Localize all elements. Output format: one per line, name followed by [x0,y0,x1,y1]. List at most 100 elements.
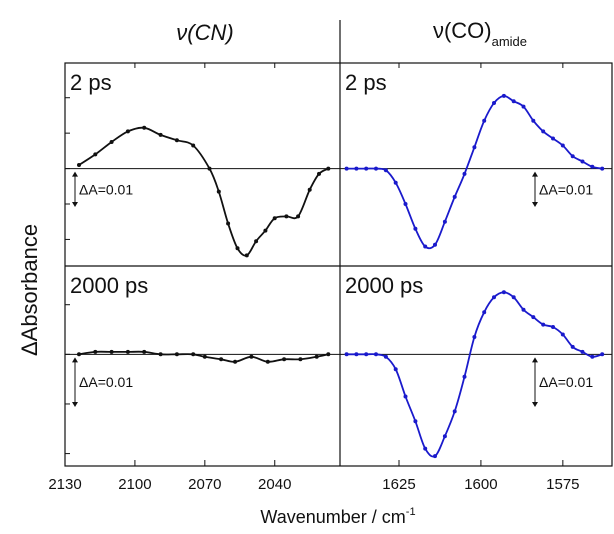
data-point [219,357,224,362]
scale-bar-label: ΔA=0.01 [79,374,133,390]
data-point [580,349,585,354]
data-point [226,221,231,226]
data-point [551,136,555,141]
panel-time-label: 2 ps [345,70,387,95]
data-point [207,166,212,171]
data-point [125,349,130,354]
data-point [521,307,526,312]
data-point [452,194,457,199]
scale-bar-arrow-down [532,202,538,208]
data-point [423,446,428,451]
scale-bar-arrow-down [532,401,538,407]
data-point [531,118,536,123]
data-point [403,202,408,206]
data-point [364,352,369,357]
scale-bar-arrow-up [72,171,78,177]
x-axis-label: Wavenumber / cm-1 [260,506,415,527]
data-point [272,216,277,221]
data-point [142,125,147,130]
data-point [326,352,331,357]
data-point [233,359,238,364]
data-point [393,367,398,372]
data-point [442,434,447,439]
data-point [452,409,457,414]
data-point [521,104,526,109]
data-point [442,219,447,224]
plot-frame [64,62,613,467]
panel-time-label: 2000 ps [345,273,423,298]
x-tick-label: 1600 [464,476,497,493]
data-point [600,352,605,357]
data-point [560,143,565,148]
data-point [77,163,81,167]
data-point [109,349,114,354]
data-point [109,140,114,144]
data-point [158,132,163,137]
data-point [590,164,595,169]
panel-time-label: 2 ps [70,70,112,95]
scale-bar-arrow-up [532,171,538,177]
x-tick-label: 1625 [382,476,415,493]
scale-bar-arrow-up [532,357,538,363]
scale-bar-arrow-down [72,401,78,407]
data-point [235,246,240,251]
x-tick-label: 2070 [188,476,221,493]
data-point [413,226,418,231]
data-point [374,352,378,357]
data-point [93,349,98,354]
column-title-co: ν(CO)amide [433,18,527,49]
data-point [307,187,312,192]
data-point [254,239,259,244]
data-point [383,354,388,359]
data-point [314,354,319,359]
data-point [202,354,207,359]
data-point [125,129,130,134]
data-point [462,374,467,379]
data-point [423,244,428,249]
data-point [492,295,496,300]
data-point [541,129,546,134]
data-point [317,171,321,176]
data-point [158,352,163,357]
scale-bar-arrow-up [72,357,78,363]
series-line [346,95,603,250]
data-point [296,214,301,219]
data-point [511,295,516,300]
y-axis-label: ΔAbsorbance [17,224,42,356]
data-point [403,394,408,399]
data-point [433,454,437,459]
x-tick-label: 2040 [258,476,291,493]
data-point [174,138,179,143]
data-point [344,166,349,171]
data-point [413,419,418,424]
data-point [492,101,496,105]
chart-marks: 2130 2100 2070 2040 1625 1600 1575 2 ps ΔA=0.01 2… [48,20,613,493]
data-point [462,171,467,176]
data-point [482,310,487,315]
column-title-cn: ν(CN) [176,20,233,45]
data-point [501,93,506,98]
data-point [541,322,546,327]
x-tick-label: 2130 [48,476,81,493]
data-point [482,118,487,123]
data-point [174,352,179,357]
data-point [265,359,270,364]
data-point [531,315,536,320]
data-point [344,352,349,357]
data-point [590,354,595,359]
data-point [191,143,196,148]
data-point [354,352,359,357]
panel-time-label: 2000 ps [70,273,148,298]
data-point [560,332,565,337]
data-point [570,344,575,349]
data-point [244,253,249,258]
data-point [580,159,585,164]
data-point [364,166,369,171]
data-point [472,335,477,339]
data-point [433,242,437,247]
data-point [511,99,516,104]
data-point [600,166,605,171]
data-point [501,290,506,295]
data-point [263,228,268,233]
